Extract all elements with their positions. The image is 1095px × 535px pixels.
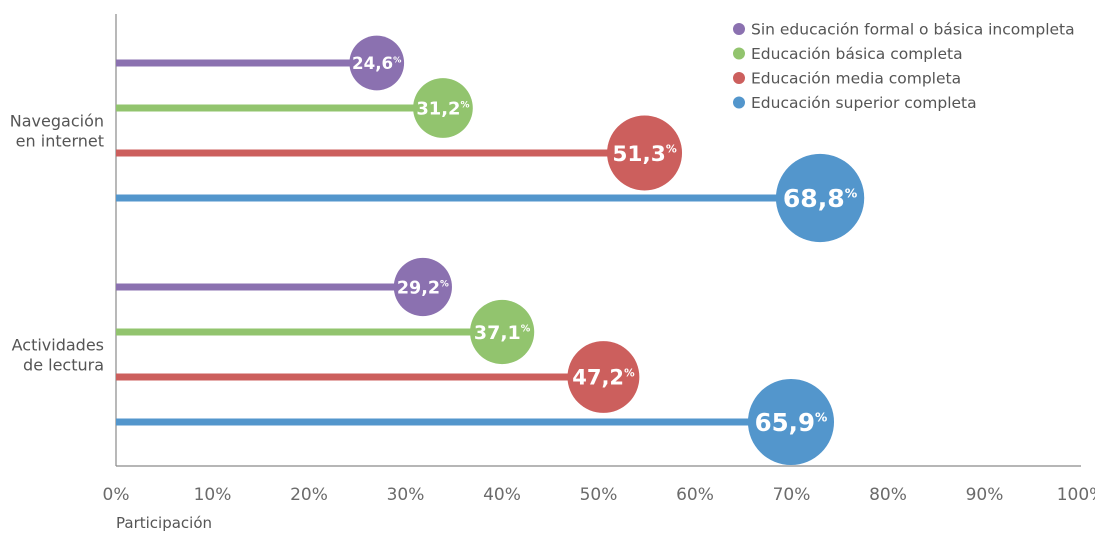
legend-marker (733, 72, 745, 84)
legend-marker (733, 23, 745, 35)
x-tick-label: 30% (387, 485, 425, 505)
data-label: 65,9% (755, 408, 828, 437)
x-tick-label: 10% (194, 485, 232, 505)
category-label: Navegación en internet (10, 112, 104, 151)
bar-bubble (567, 341, 640, 413)
bar-bubble (349, 35, 405, 91)
data-label: 31,2% (416, 98, 469, 119)
legend-label: Educación media completa (751, 70, 961, 88)
legend: Sin educación formal o básica incompleta… (733, 21, 1075, 112)
data-label: 51,3% (612, 142, 677, 167)
x-tick-label: 80% (869, 485, 907, 505)
x-tick-label: 90% (966, 485, 1004, 505)
x-axis-title: Participación (116, 514, 212, 532)
bar-bubble (470, 299, 535, 365)
axes: 0% 10% 20% 30% 40% 50% 60% 70% 80% 90% 100% Partici… (10, 14, 1095, 532)
data-labels: 24,6% 31,2% 51,3% 68,8% 29,2% 37,1% 47,2% 65,9% (352, 53, 858, 437)
x-tick-label: 0% (103, 485, 130, 505)
x-tick-label: 50% (580, 485, 618, 505)
x-tick-label: 100% (1057, 485, 1095, 505)
data-label: 24,6% (352, 53, 402, 73)
bars (116, 35, 865, 466)
legend-label: Educación básica completa (751, 45, 963, 63)
bar-bubble (747, 378, 835, 466)
legend-label: Sin educación formal o básica incompleta (751, 21, 1075, 39)
category-label: Actividades de lectura (12, 336, 104, 375)
legend-marker (733, 47, 745, 60)
bar-bubble (775, 153, 865, 243)
data-label: 29,2% (397, 278, 449, 298)
data-label: 47,2% (572, 366, 635, 390)
legend-label: Educación superior completa (751, 94, 977, 112)
bar-bubble (393, 257, 452, 317)
data-label: 68,8% (783, 184, 858, 213)
x-tick-label: 20% (290, 485, 328, 505)
data-label: 37,1% (474, 322, 531, 344)
bar-bubble (607, 115, 683, 191)
legend-marker (733, 96, 745, 109)
x-tick-label: 60% (676, 485, 714, 505)
bar-bubble (413, 78, 473, 138)
x-tick-label: 40% (483, 485, 521, 505)
x-tick-label: 70% (773, 485, 811, 505)
